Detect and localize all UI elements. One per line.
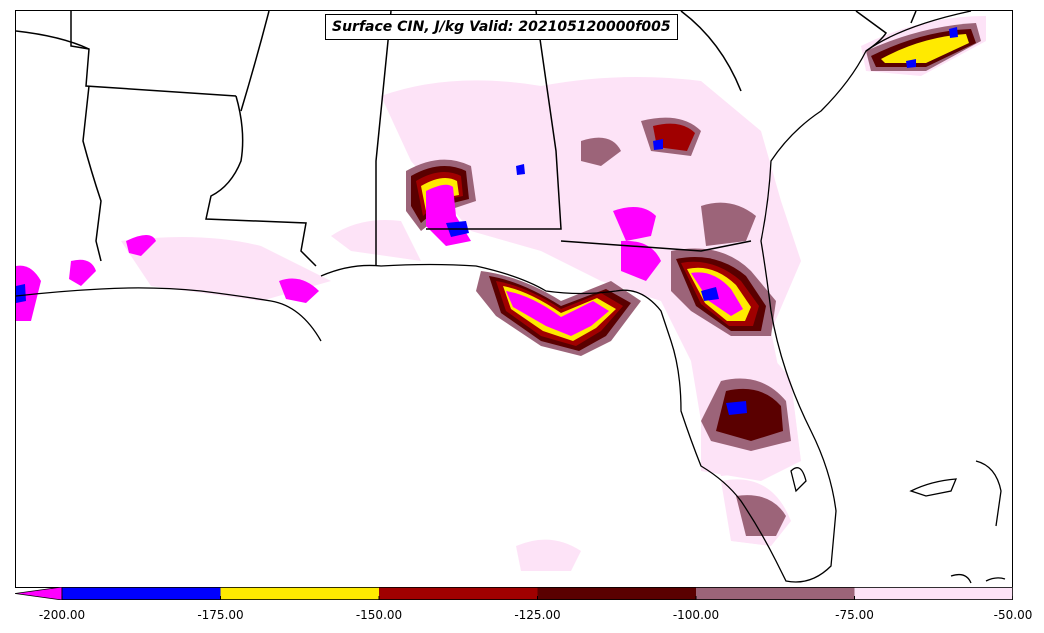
colorbar-bin-0 [62,587,221,600]
colorbar-extend-triangle [15,587,63,600]
cin-map [16,11,1006,584]
colorbar-bin-3 [537,587,696,600]
colorbar-bin-1 [220,587,379,600]
cin-band-light-pink [121,16,986,571]
colorbar-tick-label: -50.00 [993,608,1033,622]
coastline [16,11,1006,584]
map-panel [15,10,1013,588]
colorbar-tick-label: -100.00 [672,608,720,622]
colorbar-tick-label: -200.00 [38,608,86,622]
colorbar [15,587,1013,600]
cin-band-magenta [16,184,743,336]
map-title: Surface CIN, J/kg Valid: 202105120000f00… [325,14,678,40]
colorbar-tick-label: -150.00 [355,608,403,622]
cin-band-blue [16,27,958,415]
colorbar-tick-label: -125.00 [514,608,561,622]
colorbar-bin-4 [696,587,855,600]
colorbar-tick-label: -175.00 [197,608,244,622]
colorbar-bin-5 [854,587,1013,600]
colorbar-tick-label: -75.00 [835,608,874,622]
colorbar-bin-2 [379,587,538,600]
